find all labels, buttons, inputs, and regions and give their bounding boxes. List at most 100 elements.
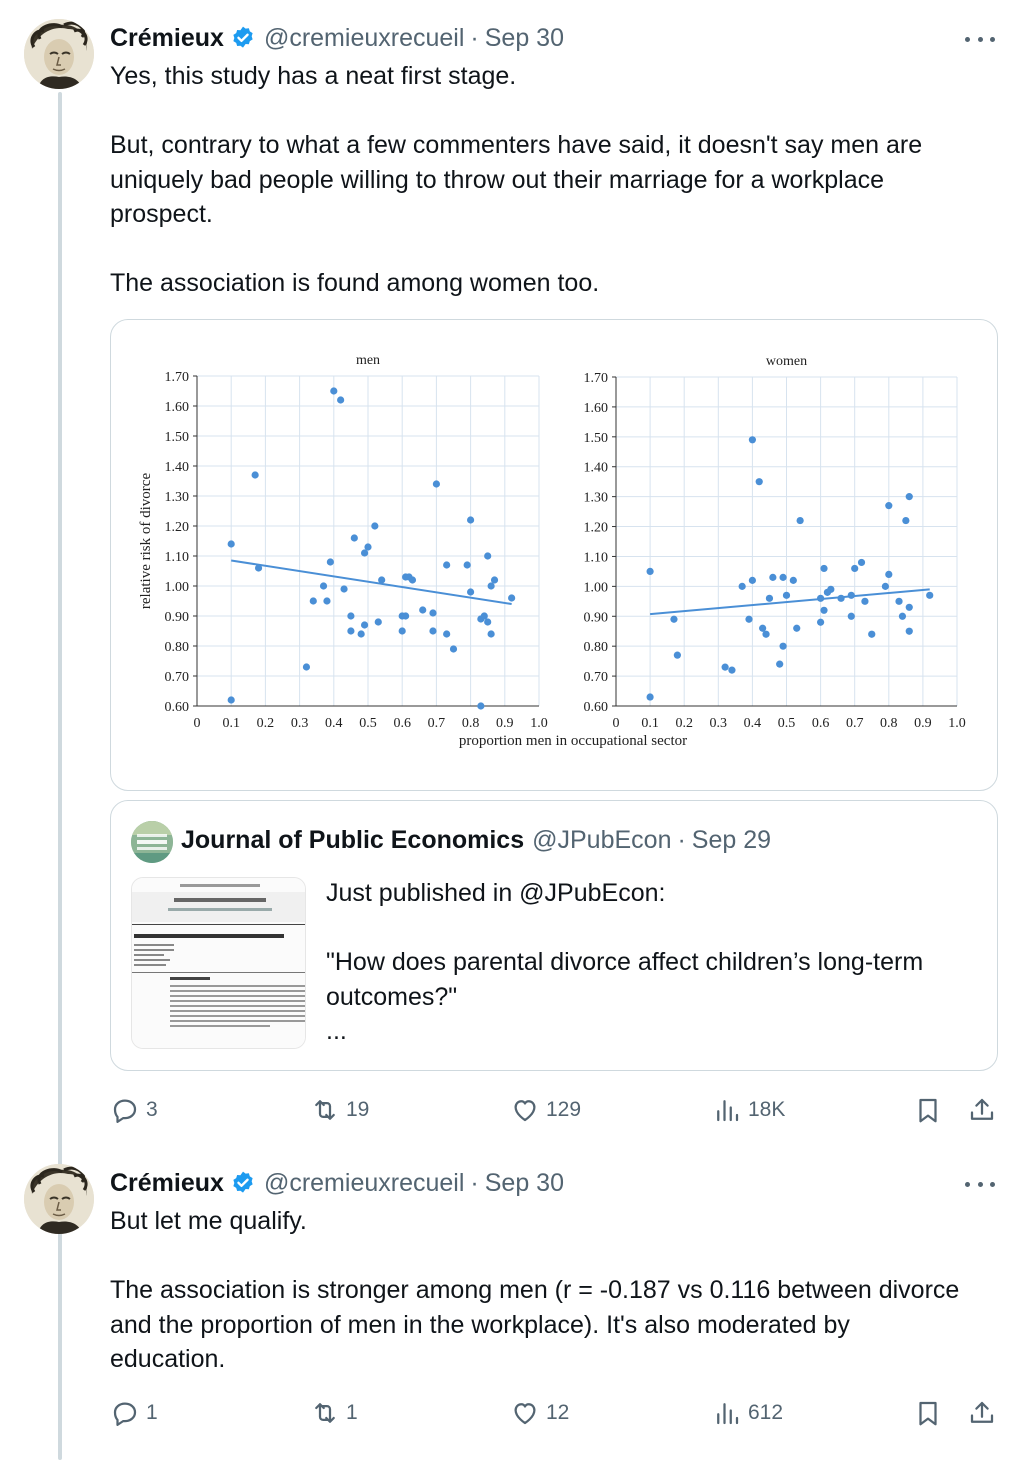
views-count: 18K: [748, 1098, 786, 1121]
trend-line: [650, 588, 930, 616]
data-point: [364, 543, 372, 551]
like-count: 12: [546, 1401, 570, 1424]
tweet-image-chart[interactable]: 0.60 0.70 0.80 0.90 1.00 1.10 1.20 1.30 1.40 1.50…: [110, 319, 998, 791]
separator-dot: ·: [677, 826, 686, 854]
tweet-text-line: uniquely bad people willing to throw out…: [110, 165, 885, 194]
quoted-text-line: [326, 911, 981, 946]
data-point: [902, 516, 910, 525]
quoted-tweet-header: Journal of Public Economics @JPubEcon · …: [181, 826, 771, 855]
repost-count: 19: [346, 1098, 370, 1121]
data-point: [360, 621, 369, 629]
data-point: [748, 576, 757, 584]
repost-icon: [315, 1403, 335, 1423]
data-point: [309, 597, 317, 605]
data-point: [793, 624, 801, 632]
quoted-text-line: ...: [326, 1017, 347, 1045]
views-count: 612: [748, 1401, 784, 1424]
data-point: [868, 630, 876, 638]
data-point: [350, 534, 358, 542]
share-icon: [970, 1098, 994, 1120]
tweet-text-line: [110, 232, 1000, 267]
author-name[interactable]: Crémieux: [110, 23, 224, 52]
data-point: [378, 576, 386, 584]
tweet-text-line: But let me qualify.: [110, 1207, 307, 1235]
y-tick-label: 0.80: [165, 640, 190, 655]
data-point: [463, 561, 471, 569]
data-point: [670, 615, 678, 623]
tweet-text-line: prospect.: [110, 200, 213, 228]
like-button[interactable]: 12: [510, 1395, 569, 1431]
quoted-tweet[interactable]: Journal of Public Economics @JPubEcon · …: [110, 800, 998, 1071]
quoted-tweet-thumbnail[interactable]: [131, 877, 306, 1049]
data-point: [926, 591, 934, 599]
data-point: [449, 645, 458, 653]
author-avatar[interactable]: [24, 1164, 94, 1234]
data-point: [728, 666, 736, 674]
like-button[interactable]: 129: [510, 1092, 581, 1128]
x-tick-label: 0.3: [710, 716, 728, 731]
data-point: [817, 594, 825, 602]
repost-button[interactable]: 19: [310, 1092, 369, 1128]
quoted-tweet-text: Just published in @JPubEcon: "How does p…: [326, 876, 981, 1049]
views-button[interactable]: 18K: [712, 1092, 785, 1128]
heart-icon: [514, 1100, 536, 1122]
data-point: [847, 612, 855, 620]
data-point: [762, 630, 770, 638]
author-name[interactable]: Crémieux: [110, 1168, 224, 1197]
quoted-author-name[interactable]: Journal of Public Economics: [181, 826, 525, 854]
tweet-date[interactable]: Sep 30: [484, 1168, 564, 1197]
repost-button[interactable]: 1: [310, 1395, 358, 1431]
quoted-author-avatar[interactable]: [131, 821, 173, 863]
data-point: [326, 558, 334, 566]
data-point: [885, 570, 893, 578]
tweet-date[interactable]: Sep 30: [484, 23, 564, 52]
x-tick-label: 0.2: [257, 716, 275, 731]
quoted-tweet-date[interactable]: Sep 29: [691, 826, 772, 854]
x-tick-label: 0.1: [222, 716, 240, 731]
x-tick-label: 0.7: [846, 716, 864, 731]
data-point: [337, 396, 345, 404]
reply-count: 3: [146, 1098, 158, 1121]
data-point: [745, 615, 753, 623]
y-tick-label: 0.70: [165, 670, 190, 685]
y-tick-label: 1.50: [584, 431, 609, 446]
author-avatar[interactable]: [24, 19, 94, 89]
tweet-header: Crémieux @cremieuxrecueil · Sep 30: [110, 22, 564, 54]
y-tick-label: 1.40: [584, 461, 609, 476]
reply-button[interactable]: 3: [110, 1092, 158, 1128]
share-button[interactable]: [967, 1395, 997, 1431]
x-tick-label: 0.4: [744, 716, 762, 731]
bookmark-button[interactable]: [913, 1395, 943, 1431]
data-point: [484, 618, 492, 626]
author-handle[interactable]: @cremieuxrecueil: [263, 1168, 465, 1197]
reply-button[interactable]: 1: [110, 1395, 158, 1431]
bookmark-button[interactable]: [913, 1092, 943, 1128]
more-horizontal-icon[interactable]: [965, 29, 995, 49]
data-point: [789, 576, 797, 584]
more-horizontal-icon[interactable]: [965, 1174, 995, 1194]
tweet-text-line: [110, 1239, 1000, 1274]
share-button[interactable]: [967, 1092, 997, 1128]
y-tick-label: 1.00: [584, 580, 609, 595]
reply-count: 1: [146, 1401, 158, 1424]
tweet-text-line: But, contrary to what a few commenters h…: [110, 131, 923, 159]
tweet-header: Crémieux @cremieuxrecueil · Sep 30: [110, 1167, 564, 1199]
data-point: [905, 493, 913, 501]
verified-badge-icon[interactable]: [230, 1170, 256, 1196]
y-tick-label: 1.20: [584, 521, 609, 536]
data-point: [429, 609, 437, 617]
bookmark-icon: [919, 1401, 937, 1426]
data-point: [360, 549, 369, 557]
quoted-author-handle[interactable]: @JPubEcon: [532, 826, 672, 854]
data-point: [490, 576, 499, 584]
views-button[interactable]: 612: [712, 1395, 783, 1431]
data-point: [302, 663, 311, 671]
data-point: [837, 594, 845, 602]
author-handle[interactable]: @cremieuxrecueil: [263, 23, 465, 52]
y-tick-label: 1.10: [584, 550, 609, 565]
y-tick-label: 0.60: [165, 700, 190, 715]
y-tick-label: 1.30: [584, 491, 609, 506]
verified-badge-icon[interactable]: [230, 25, 256, 51]
data-point: [847, 591, 855, 599]
data-point: [357, 630, 365, 638]
